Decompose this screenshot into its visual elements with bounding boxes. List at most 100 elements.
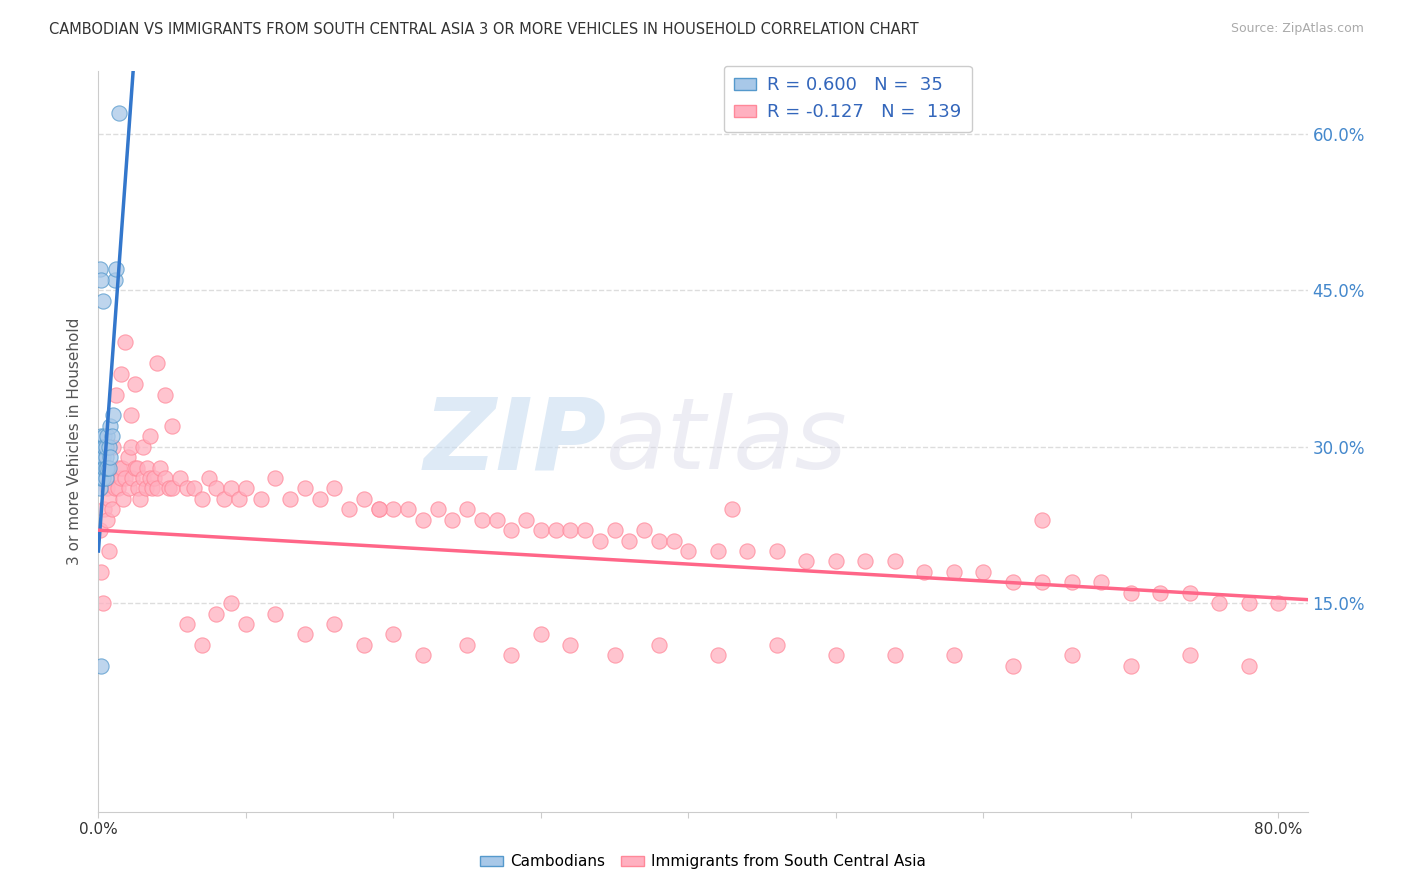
Point xyxy=(1060,575,1083,590)
Point xyxy=(706,648,728,663)
Point xyxy=(205,607,228,621)
Point xyxy=(530,523,553,537)
Point xyxy=(212,491,235,506)
Point xyxy=(96,513,118,527)
Point xyxy=(337,502,360,516)
Point xyxy=(264,471,287,485)
Point xyxy=(603,523,626,537)
Point xyxy=(90,440,112,454)
Point xyxy=(89,460,111,475)
Point xyxy=(96,429,118,443)
Point xyxy=(412,513,434,527)
Point xyxy=(97,460,120,475)
Point xyxy=(367,502,389,516)
Point xyxy=(89,482,111,496)
Point xyxy=(96,460,118,475)
Point xyxy=(114,335,136,350)
Point xyxy=(883,554,905,568)
Point xyxy=(149,460,172,475)
Point xyxy=(153,387,176,401)
Point xyxy=(143,471,166,485)
Point xyxy=(190,491,212,506)
Point xyxy=(93,440,115,454)
Point xyxy=(139,429,162,443)
Point xyxy=(912,565,935,579)
Point xyxy=(382,502,405,516)
Point xyxy=(382,627,405,641)
Point xyxy=(278,491,301,506)
Point xyxy=(112,491,135,506)
Point xyxy=(294,627,316,641)
Point xyxy=(97,491,120,506)
Point xyxy=(139,471,162,485)
Point xyxy=(1178,586,1201,600)
Point xyxy=(94,471,117,485)
Point xyxy=(323,617,346,632)
Point xyxy=(190,638,212,652)
Point xyxy=(619,533,641,548)
Point xyxy=(176,482,198,496)
Point xyxy=(121,471,143,485)
Point xyxy=(105,262,128,277)
Point xyxy=(219,596,242,610)
Point xyxy=(412,648,434,663)
Point xyxy=(91,596,114,610)
Point xyxy=(101,440,124,454)
Point xyxy=(153,471,176,485)
Point xyxy=(1001,575,1024,590)
Point xyxy=(515,513,537,527)
Point xyxy=(89,523,111,537)
Point xyxy=(127,482,149,496)
Legend: Cambodians, Immigrants from South Central Asia: Cambodians, Immigrants from South Centra… xyxy=(474,848,932,875)
Point xyxy=(98,418,121,433)
Point xyxy=(136,460,159,475)
Point xyxy=(323,482,346,496)
Point xyxy=(160,482,183,496)
Point xyxy=(648,533,671,548)
Point xyxy=(146,356,169,370)
Point xyxy=(90,429,112,443)
Point xyxy=(662,533,685,548)
Point xyxy=(94,450,117,465)
Point xyxy=(235,617,257,632)
Point xyxy=(794,554,817,568)
Point xyxy=(972,565,994,579)
Point xyxy=(530,627,553,641)
Point xyxy=(90,460,112,475)
Y-axis label: 3 or more Vehicles in Household: 3 or more Vehicles in Household xyxy=(67,318,83,566)
Point xyxy=(176,617,198,632)
Point xyxy=(678,544,700,558)
Point xyxy=(883,648,905,663)
Point xyxy=(104,273,127,287)
Point xyxy=(544,523,567,537)
Point xyxy=(942,648,965,663)
Point xyxy=(560,638,582,652)
Point xyxy=(942,565,965,579)
Point xyxy=(353,491,375,506)
Point xyxy=(198,471,221,485)
Legend: R = 0.600   N =  35, R = -0.127   N =  139: R = 0.600 N = 35, R = -0.127 N = 139 xyxy=(724,66,972,132)
Point xyxy=(308,491,330,506)
Point xyxy=(485,513,508,527)
Point xyxy=(1237,596,1260,610)
Point xyxy=(160,418,183,433)
Point xyxy=(89,262,111,277)
Point xyxy=(94,460,117,475)
Point xyxy=(97,440,120,454)
Point xyxy=(120,409,142,423)
Point xyxy=(89,471,111,485)
Point xyxy=(853,554,876,568)
Point xyxy=(97,544,120,558)
Point xyxy=(765,638,787,652)
Point xyxy=(824,554,846,568)
Point xyxy=(90,565,112,579)
Point xyxy=(765,544,787,558)
Point xyxy=(111,460,134,475)
Point xyxy=(98,450,121,465)
Point xyxy=(93,429,115,443)
Point xyxy=(471,513,494,527)
Point xyxy=(264,607,287,621)
Point xyxy=(1001,658,1024,673)
Point xyxy=(219,482,242,496)
Point xyxy=(228,491,250,506)
